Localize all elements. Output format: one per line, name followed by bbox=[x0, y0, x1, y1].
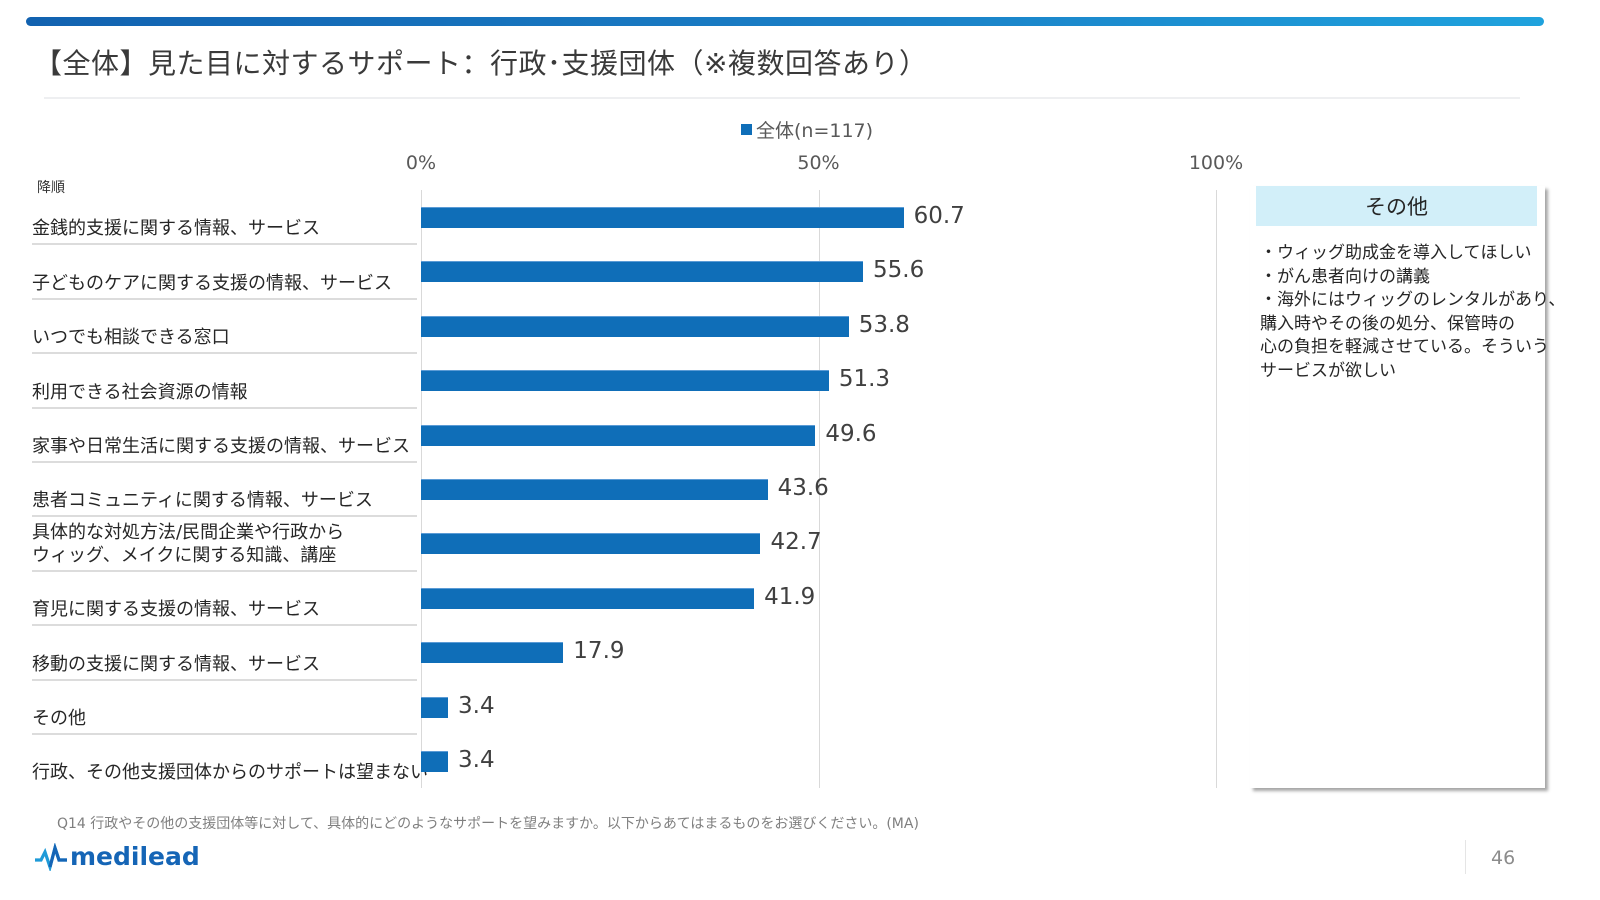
category-label: 育児に関する支援の情報、サービス bbox=[32, 599, 320, 621]
row-separator bbox=[32, 297, 417, 300]
x-tick-label: 50% bbox=[797, 152, 840, 174]
pulse-wave-icon bbox=[35, 842, 67, 871]
legend-swatch bbox=[741, 124, 752, 135]
gridline bbox=[1216, 190, 1217, 788]
x-tick-label: 0% bbox=[405, 152, 437, 174]
other-response-line: ・ウィッグ助成金を導入してほしい bbox=[1260, 243, 1532, 263]
title-divider bbox=[44, 97, 1520, 99]
bar bbox=[421, 533, 761, 555]
bar bbox=[421, 315, 849, 337]
bar bbox=[421, 207, 904, 228]
category-label: 子どものケアに関する支援の情報、サービス bbox=[32, 272, 392, 294]
bar-value-label: 53.8 bbox=[858, 311, 910, 338]
other-panel-body: ・ウィッグ助成金を導入してほしい ・がん患者向けの講義・海外にはウィッグのレンタル… bbox=[1260, 242, 1566, 383]
gridline bbox=[818, 190, 820, 788]
category-label: 患者コミュニティに関する情報、サービス bbox=[32, 490, 373, 512]
bar bbox=[421, 424, 816, 446]
row-separator bbox=[32, 406, 417, 409]
bar bbox=[421, 587, 755, 609]
category-row: 移動の支援に関する情報、サービス bbox=[32, 625, 417, 681]
bar bbox=[421, 751, 449, 772]
bar-value-label: 43.6 bbox=[777, 475, 829, 501]
question-footnote: Q14 行政やその他の支援団体等に対して、具体的にどのようなサポートを望みますか… bbox=[57, 816, 919, 832]
category-row: 患者コミュニティに関する情報、サービス bbox=[32, 462, 417, 518]
row-separator bbox=[32, 678, 417, 681]
bar-value-label: 3.4 bbox=[458, 692, 495, 719]
other-response-line: ・海外にはウィッグのレンタルがあり、 bbox=[1260, 290, 1566, 310]
category-row: 家事や日常生活に関する支援の情報、サービス bbox=[32, 408, 417, 463]
medilead-logo: medilead bbox=[34, 842, 200, 871]
category-label: その他 bbox=[32, 707, 86, 729]
chart-legend: 全体(n=117) bbox=[741, 116, 873, 143]
category-row: 利用できる社会資源の情報 bbox=[32, 353, 417, 409]
bar-value-label: 41.9 bbox=[764, 583, 816, 610]
page-number-divider bbox=[1465, 840, 1466, 874]
other-response-line: 心の負担を軽減させている。そういう bbox=[1260, 337, 1549, 357]
row-separator bbox=[32, 243, 417, 246]
bar bbox=[421, 479, 768, 500]
category-label: 移動の支援に関する情報、サービス bbox=[32, 653, 320, 675]
bar bbox=[421, 696, 449, 718]
row-separator bbox=[32, 352, 417, 355]
category-label: 金銭的支援に関する情報、サービス bbox=[32, 218, 320, 240]
logo-text: medilead bbox=[70, 842, 200, 871]
category-row: その他 bbox=[32, 680, 417, 735]
bar bbox=[421, 261, 864, 283]
legend-label: 全体(n=117) bbox=[756, 120, 874, 142]
bar-value-label: 51.3 bbox=[838, 366, 891, 393]
row-separator bbox=[32, 515, 417, 518]
page-number: 46 bbox=[1491, 847, 1516, 869]
category-row: 金銭的支援に関する情報、サービス bbox=[32, 190, 417, 246]
bar-value-label: 3.4 bbox=[458, 747, 495, 773]
bar-value-label: 60.7 bbox=[913, 203, 965, 229]
category-label: 具体的な対処方法/民間企業や行政から ウィッグ、メイクに関する知識、講座 bbox=[32, 521, 345, 566]
other-response-line: サービスが欲しい bbox=[1260, 360, 1396, 381]
category-row: 具体的な対処方法/民間企業や行政から ウィッグ、メイクに関する知識、講座 bbox=[32, 516, 417, 572]
other-response-line: 購入時やその後の処分、保管時の bbox=[1260, 313, 1515, 334]
other-response-line: ・がん患者向けの講義 bbox=[1260, 266, 1430, 287]
sort-order-label: 降順 bbox=[37, 180, 65, 196]
bar-value-label: 49.6 bbox=[825, 420, 877, 447]
bar-value-label: 17.9 bbox=[573, 638, 625, 665]
bar bbox=[421, 370, 829, 392]
row-separator bbox=[32, 569, 417, 572]
row-separator bbox=[32, 624, 417, 627]
category-label: いつでも相談できる窓口 bbox=[32, 327, 230, 349]
x-tick-label: 100% bbox=[1188, 152, 1244, 174]
other-responses-panel: その他 ・ウィッグ助成金を導入してほしい ・がん患者向けの講義・海外にはウィッグの… bbox=[1250, 186, 1566, 788]
page-title: 【全体】見た目に対するサポート：行政･支援団体（※複数回答あり） bbox=[34, 47, 928, 80]
category-row: いつでも相談できる窓口 bbox=[32, 299, 417, 355]
category-label: 家事や日常生活に関する支援の情報、サービス bbox=[32, 435, 410, 457]
bar-value-label: 42.7 bbox=[770, 529, 822, 556]
top-accent-bar bbox=[26, 17, 1544, 26]
bar-value-label: 55.6 bbox=[873, 257, 925, 284]
category-label: 行政、その他支援団体からのサポートは望まない bbox=[32, 762, 428, 784]
category-row: 育児に関する支援の情報、サービス bbox=[32, 571, 417, 627]
bar bbox=[421, 642, 564, 664]
row-separator bbox=[32, 732, 417, 735]
category-row: 行政、その他支援団体からのサポートは望まない bbox=[32, 734, 428, 788]
category-row: 子どものケアに関する支援の情報、サービス bbox=[32, 244, 417, 300]
row-separator bbox=[32, 460, 417, 463]
category-label: 利用できる社会資源の情報 bbox=[32, 381, 248, 403]
other-panel-title: その他 bbox=[1256, 186, 1537, 226]
